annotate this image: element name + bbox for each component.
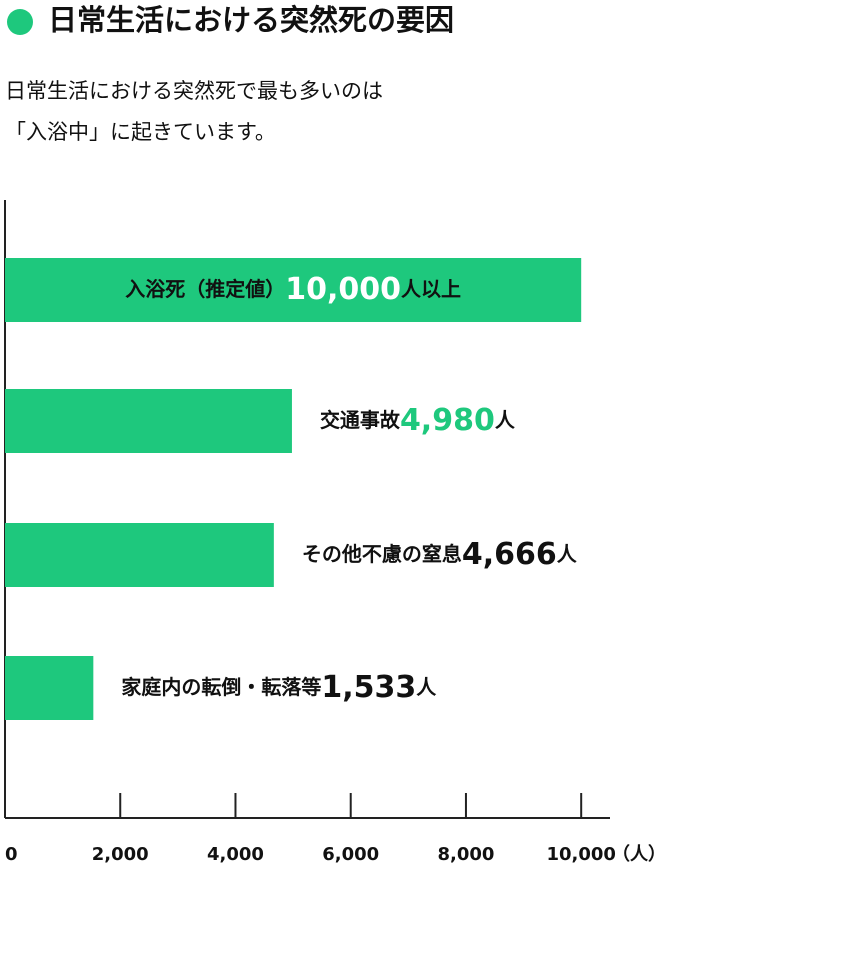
value-label: 4,980: [400, 403, 495, 438]
unit-label: 人以上: [401, 277, 461, 301]
bar-label: 交通事故4,980人: [320, 403, 516, 438]
value-label: 1,533: [321, 670, 416, 705]
x-tick-label: 4,000: [207, 844, 264, 865]
x-tick-label: 6,000: [322, 844, 379, 865]
bar: [5, 523, 274, 587]
x-tick-label: 10,000: [546, 844, 615, 865]
bar-label: その他不慮の窒息4,666人: [302, 537, 578, 572]
unit-label: 人: [495, 408, 516, 432]
category-label: 入浴死（推定値）: [125, 277, 285, 301]
chart-title: 日常生活における突然死の要因: [48, 3, 454, 37]
bar-label: 家庭内の転倒・転落等1,533人: [121, 670, 437, 705]
x-axis-unit: （人）: [612, 844, 666, 865]
subtitle: 「入浴中」に起きています。: [5, 120, 276, 144]
bar-label: 入浴死（推定値）10,000人以上: [125, 272, 461, 307]
bar: [5, 258, 582, 322]
value-label: 4,666: [462, 537, 557, 572]
bar: [5, 389, 292, 453]
x-tick-label: 0: [5, 844, 18, 865]
unit-label: 人: [416, 675, 437, 699]
title-bullet: [7, 9, 33, 35]
category-label: 交通事故: [320, 408, 401, 432]
value-label: 10,000: [285, 272, 401, 307]
x-tick-label: 2,000: [92, 844, 149, 865]
subtitle: 日常生活における突然死で最も多いのは: [5, 79, 383, 103]
category-label: その他不慮の窒息: [302, 542, 462, 566]
bar: [5, 656, 94, 720]
unit-label: 人: [557, 542, 578, 566]
x-tick-label: 8,000: [437, 844, 494, 865]
category-label: 家庭内の転倒・転落等: [121, 675, 321, 699]
